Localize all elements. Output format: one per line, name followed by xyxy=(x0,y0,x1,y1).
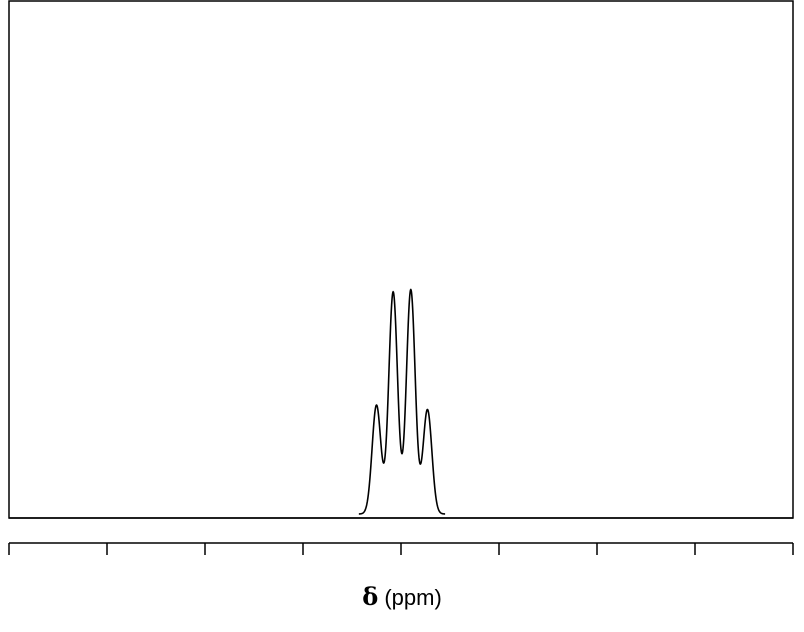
x-axis-unit: (ppm) xyxy=(384,585,442,610)
spectrum-trace xyxy=(358,288,446,515)
delta-symbol: δ xyxy=(362,582,379,611)
x-axis-ticks xyxy=(8,543,794,555)
x-axis-label: δ (ppm) xyxy=(0,582,804,611)
